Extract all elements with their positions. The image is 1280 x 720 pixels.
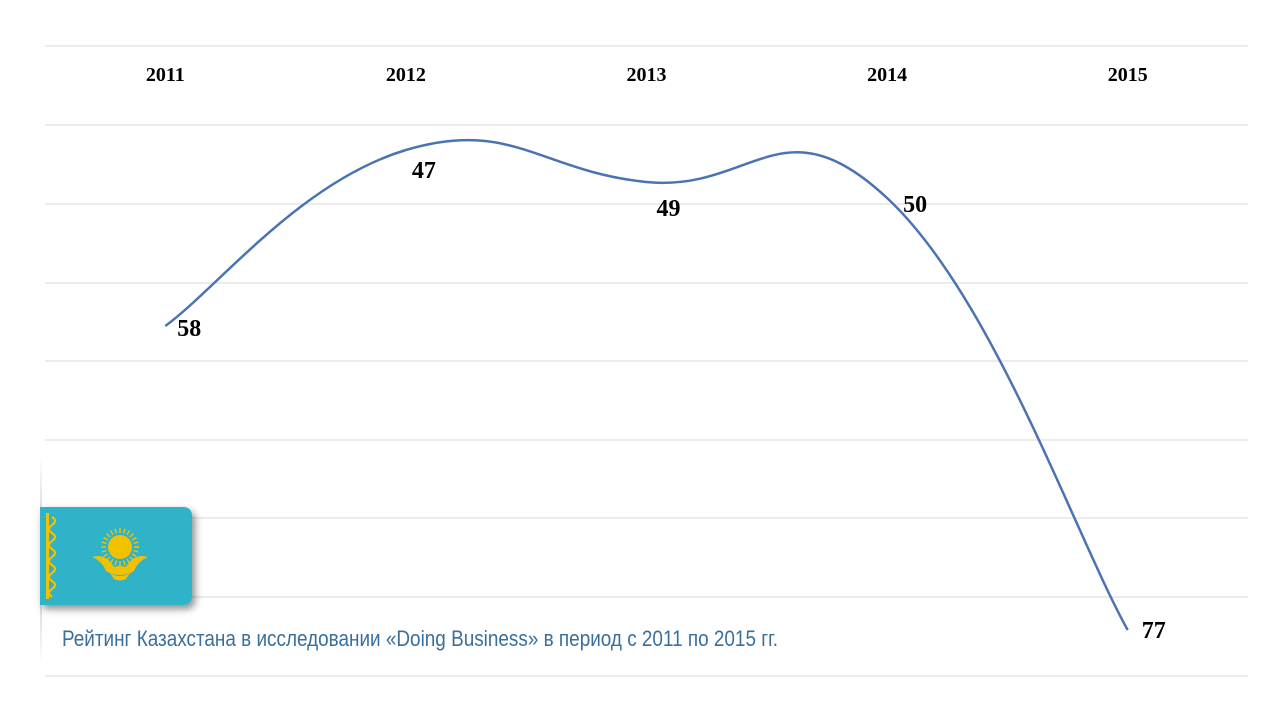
data-label: 50 xyxy=(903,192,927,218)
data-label: 58 xyxy=(177,316,201,342)
x-axis-tick-labels: 2011 2012 2013 2014 2015 xyxy=(146,64,1148,86)
x-tick-label: 2015 xyxy=(1108,64,1148,86)
x-tick-label: 2013 xyxy=(627,64,667,86)
x-tick-label: 2014 xyxy=(867,64,907,86)
series-line xyxy=(164,138,1129,631)
data-labels: 58 47 49 50 77 xyxy=(177,158,1165,644)
data-label: 49 xyxy=(657,196,681,222)
x-tick-label: 2012 xyxy=(386,64,426,86)
gridlines xyxy=(45,45,1248,677)
data-label: 47 xyxy=(412,158,436,184)
kazakhstan-flag-icon xyxy=(40,507,192,605)
x-tick-label: 2011 xyxy=(146,64,185,86)
data-label: 77 xyxy=(1142,618,1166,644)
chart-caption: Рейтинг Казахстана в исследовании «Doing… xyxy=(62,626,778,651)
